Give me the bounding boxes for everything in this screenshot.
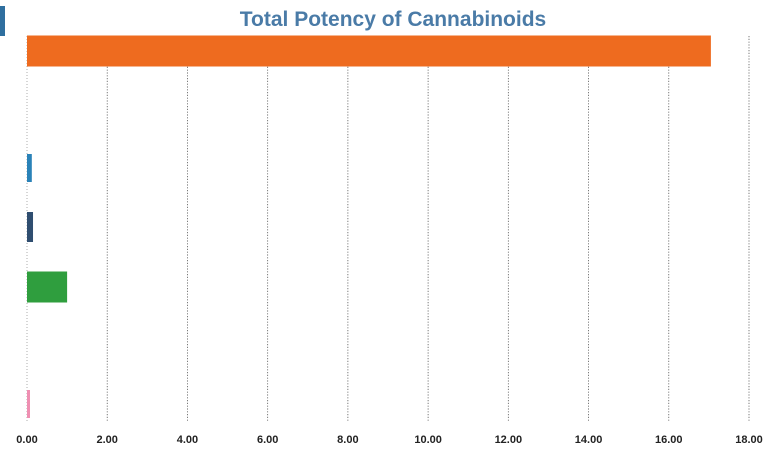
x-tick-label: 0.00 [16,434,37,446]
x-tick-label: 2.00 [97,434,118,446]
x-tick-label: 14.00 [575,434,603,446]
x-tick-label: 10.00 [414,434,442,446]
bar-6 [27,390,30,418]
edge-marker [0,6,5,36]
x-axis-tick-labels: 0.00 2.00 4.00 6.00 8.00 10.00 12.00 14.00 16.00… [16,434,762,446]
bar-3 [27,154,32,182]
x-tick-label: 4.00 [177,434,198,446]
gridlines [26,36,750,421]
bars [27,35,711,418]
x-tick-label: 12.00 [495,434,523,446]
chart-title: Total Potency of Cannabinoids [240,8,546,31]
x-tick-label: 16.00 [655,434,683,446]
x-tick-label: 18.00 [735,434,763,446]
x-tick-label: 8.00 [337,434,358,446]
bar-1 [27,35,711,67]
bar-4 [27,212,34,242]
x-tick-label: 6.00 [257,434,278,446]
bar-5 [27,271,68,303]
